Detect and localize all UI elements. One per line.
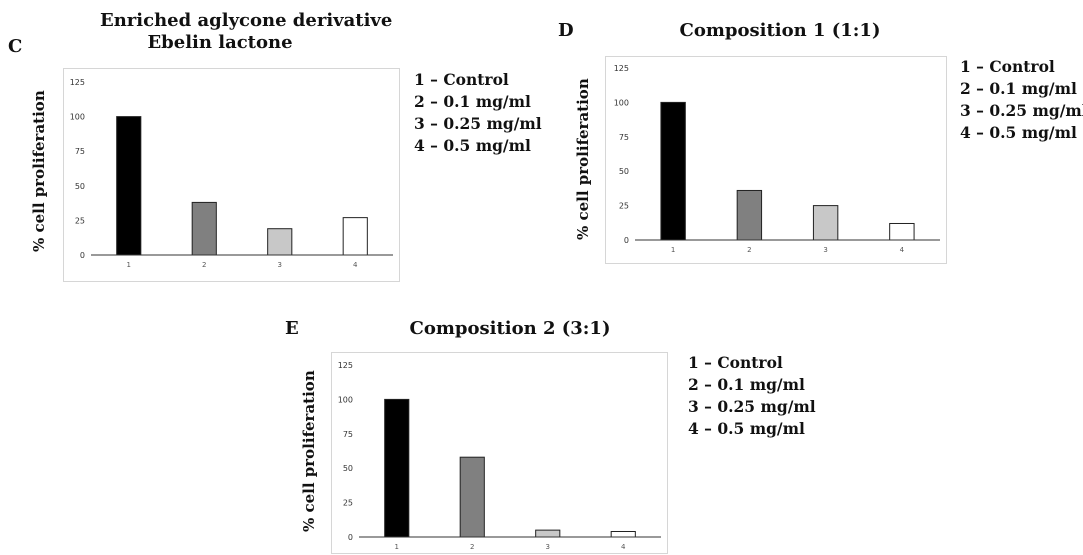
y-tick-label: 100	[614, 98, 629, 107]
bar-4	[889, 222, 915, 241]
y-tick-label: 100	[70, 113, 85, 122]
panel-c-letter: C	[8, 36, 23, 57]
y-tick-label: 75	[619, 133, 629, 142]
y-tick-label: 0	[348, 533, 353, 542]
x-tick-label: 4	[900, 246, 905, 254]
x-tick-label: 4	[621, 543, 626, 551]
y-tick-label: 100	[338, 395, 353, 404]
x-tick-label: 3	[278, 261, 282, 269]
x-tick-label: 1	[671, 246, 675, 254]
panel-d-ylabel: % cell proliferation	[574, 78, 592, 240]
legend-item: 1 – Control	[960, 57, 1055, 76]
y-tick-label: 125	[614, 64, 629, 73]
x-tick-label: 3	[823, 246, 827, 254]
chart-d: 0 25 50 75 100 125 1 2 3 4	[614, 64, 940, 254]
y-tick-label: 125	[70, 78, 85, 87]
panel-c-legend: 1 – Control 2 – 0.1 mg/ml 3 – 0.25 mg/ml…	[414, 69, 542, 157]
chart-e: 0 25 50 75 100 125 1 2 3 4	[338, 361, 661, 551]
panel-d-letter: D	[558, 20, 574, 41]
x-tick-label: 4	[353, 261, 358, 269]
panel-c-ylabel: % cell proliferation	[30, 90, 48, 252]
x-tick-label: 2	[470, 543, 474, 551]
panel-e-title-line-1: Composition 2 (3:1)	[409, 318, 611, 339]
y-tick-label: 50	[75, 182, 85, 191]
bar-1	[660, 101, 686, 241]
y-tick-label: 25	[343, 499, 353, 508]
x-tick-label: 1	[395, 543, 399, 551]
x-tick-label: 3	[546, 543, 550, 551]
legend-item: 1 – Control	[688, 353, 783, 372]
bar-1	[116, 116, 142, 256]
panel-c-title: Enriched aglycone derivative Ebelin lact…	[100, 10, 393, 54]
bar-2	[459, 456, 485, 538]
bar-2	[736, 189, 763, 241]
legend-item: 2 – 0.1 mg/ml	[688, 375, 805, 394]
chart-c: 0 25 50 75 100 125 1 2 3 4	[70, 78, 393, 269]
panel-d-title-line-1: Composition 1 (1:1)	[679, 20, 881, 41]
panel-e-letter: E	[285, 318, 299, 339]
y-tick-label: 50	[619, 167, 629, 176]
y-tick-label: 0	[80, 251, 85, 260]
bar-3	[535, 529, 561, 538]
legend-item: 2 – 0.1 mg/ml	[960, 79, 1077, 98]
y-tick-label: 0	[624, 236, 629, 245]
y-tick-label: 50	[343, 464, 353, 473]
bar-4	[610, 530, 636, 538]
bar-1	[384, 398, 410, 538]
y-tick-label: 125	[338, 361, 353, 370]
bar-3	[812, 205, 839, 241]
legend-item: 3 – 0.25 mg/ml	[414, 114, 542, 133]
y-tick-label: 25	[75, 216, 85, 225]
panel-e-title: Composition 2 (3:1)	[390, 318, 630, 340]
x-tick-label: 2	[747, 246, 751, 254]
legend-item: 3 – 0.25 mg/ml	[960, 101, 1083, 120]
x-tick-label: 2	[202, 261, 206, 269]
bar-4	[342, 217, 368, 256]
legend-item: 3 – 0.25 mg/ml	[688, 397, 816, 416]
y-tick-label: 75	[343, 430, 353, 439]
panel-c-title-line-1: Enriched aglycone derivative	[100, 10, 393, 31]
legend-item: 4 – 0.5 mg/ml	[960, 123, 1077, 142]
legend-item: 4 – 0.5 mg/ml	[688, 419, 805, 438]
legend-item: 2 – 0.1 mg/ml	[414, 92, 531, 111]
legend-item: 4 – 0.5 mg/ml	[414, 136, 531, 155]
panel-d-legend: 1 – Control 2 – 0.1 mg/ml 3 – 0.25 mg/ml…	[960, 56, 1083, 144]
y-tick-label: 75	[75, 147, 85, 156]
y-tick-label: 25	[619, 202, 629, 211]
panel-d-title: Composition 1 (1:1)	[660, 20, 900, 42]
panel-e-ylabel: % cell proliferation	[300, 370, 318, 532]
bar-2	[191, 201, 217, 256]
bar-3	[267, 228, 293, 256]
x-tick-label: 1	[127, 261, 131, 269]
legend-item: 1 – Control	[414, 70, 509, 89]
panel-c-title-line-2: Ebelin lactone	[147, 32, 293, 53]
panel-e-legend: 1 – Control 2 – 0.1 mg/ml 3 – 0.25 mg/ml…	[688, 352, 816, 440]
